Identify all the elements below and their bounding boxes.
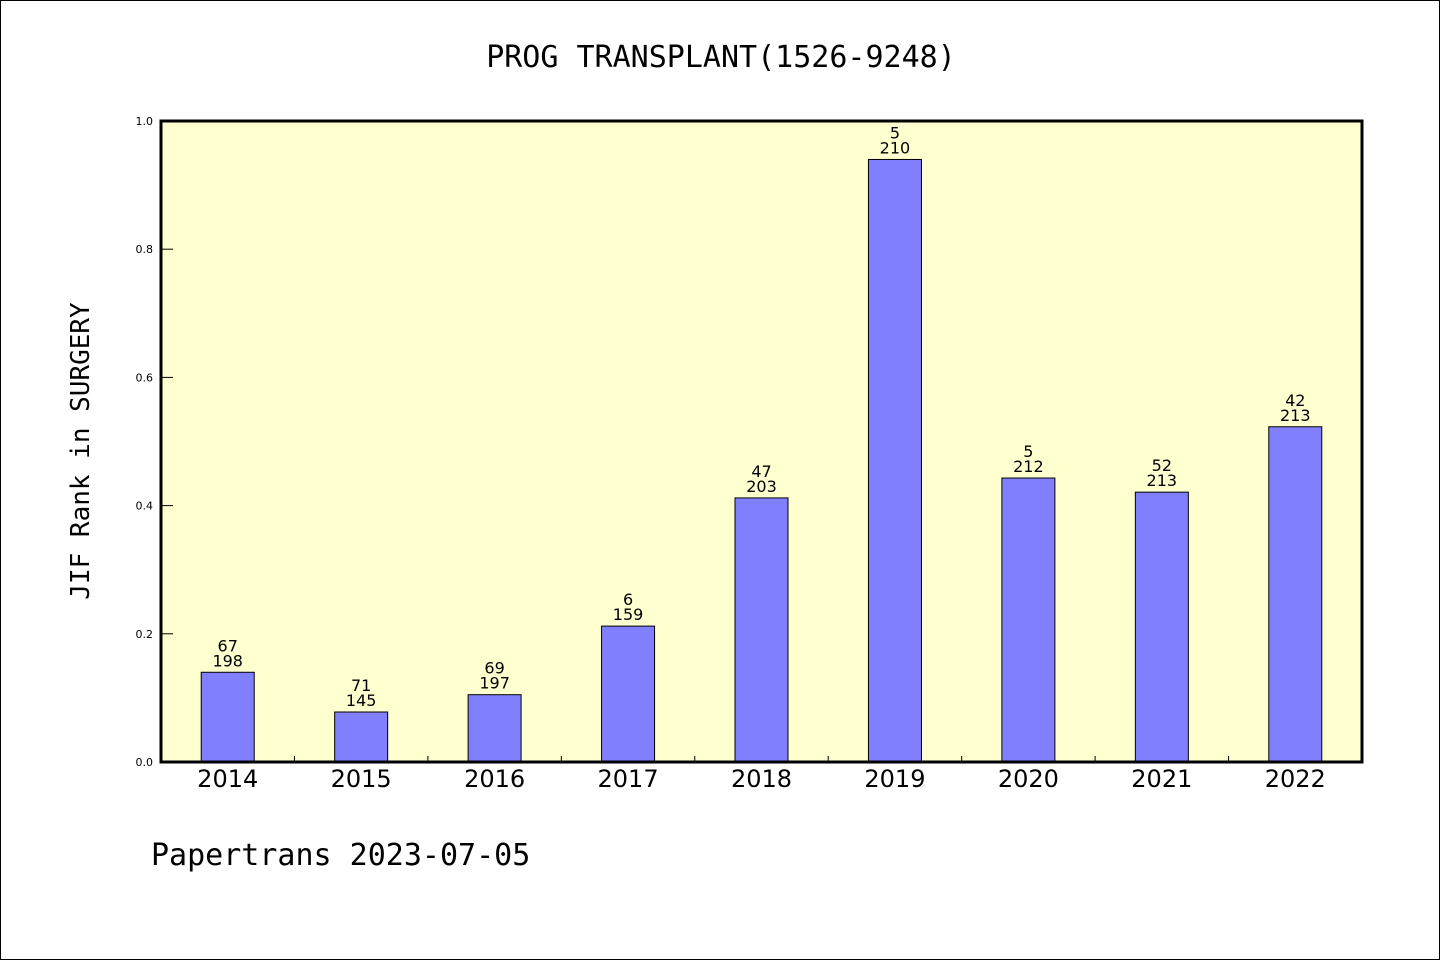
y-tick-label-0.6: 0.6 [136, 371, 154, 384]
bar-rank-label-2016: 69 [484, 659, 504, 678]
x-tick-label-2017: 2017 [598, 765, 659, 793]
bar-total-label-2021: 213 [1147, 471, 1178, 490]
x-tick-label-2020: 2020 [998, 765, 1059, 793]
x-tick-label-2021: 2021 [1131, 765, 1192, 793]
bar-rank-label-2019: 5 [890, 123, 900, 142]
chart-title: PROG TRANSPLANT(1526-9248) [486, 40, 956, 75]
y-axis-label: JIF Rank in SURGERY [66, 302, 96, 600]
bar-total-label-2020: 212 [1013, 457, 1044, 476]
bar-rank-label-2015: 71 [351, 676, 371, 695]
bar-rank-label-2018: 47 [751, 462, 771, 481]
y-tick-label-1.0: 1.0 [136, 115, 154, 128]
bar-2017 [601, 625, 656, 763]
bars-group [200, 158, 1323, 763]
bar-rank-label-2014: 67 [218, 636, 238, 655]
bar-rank-label-2022: 42 [1285, 391, 1305, 410]
bar-total-label-2019: 210 [880, 138, 911, 157]
x-axis: 2014 2015 2016 2017 2018 2019 2020 2021 2022 [197, 756, 1326, 793]
x-tick-label-2015: 2015 [331, 765, 392, 793]
bar-2019 [867, 158, 922, 763]
x-tick-label-2018: 2018 [731, 765, 792, 793]
bar-total-label-2016: 197 [479, 674, 510, 693]
bar-2020 [1001, 477, 1056, 763]
x-tick-label-2016: 2016 [464, 765, 525, 793]
bar-2021 [1134, 491, 1189, 763]
bar-total-label-2017: 159 [613, 605, 644, 624]
plot-border [159, 119, 1364, 764]
x-tick-label-2014: 2014 [197, 765, 258, 793]
bar-2014 [200, 671, 255, 763]
bar-total-label-2022: 213 [1280, 406, 1311, 425]
x-tick-label-2019: 2019 [864, 765, 925, 793]
bar-total-label-2015: 145 [346, 691, 377, 710]
bar-rank-label-2020: 5 [1023, 442, 1033, 461]
bar-2022 [1268, 426, 1323, 763]
footer-text: Papertrans 2023-07-05 [151, 838, 530, 873]
bar-total-label-2014: 198 [212, 651, 243, 670]
y-tick-label-0.4: 0.4 [136, 500, 154, 513]
bar-2016 [467, 694, 522, 763]
bar-rank-label-2017: 6 [623, 590, 633, 609]
bar-rank-label-2021: 52 [1152, 456, 1172, 475]
bar-2015 [334, 711, 389, 763]
y-tick-label-0.8: 0.8 [136, 243, 154, 256]
y-tick-label-0.2: 0.2 [136, 628, 154, 641]
y-tick-label-0.0: 0.0 [136, 756, 154, 769]
bar-total-label-2018: 203 [746, 477, 777, 496]
y-axis: 0.0 0.2 0.4 0.6 0.8 1.0 [136, 115, 173, 769]
x-tick-label-2022: 2022 [1265, 765, 1326, 793]
bar-2018 [734, 497, 789, 763]
